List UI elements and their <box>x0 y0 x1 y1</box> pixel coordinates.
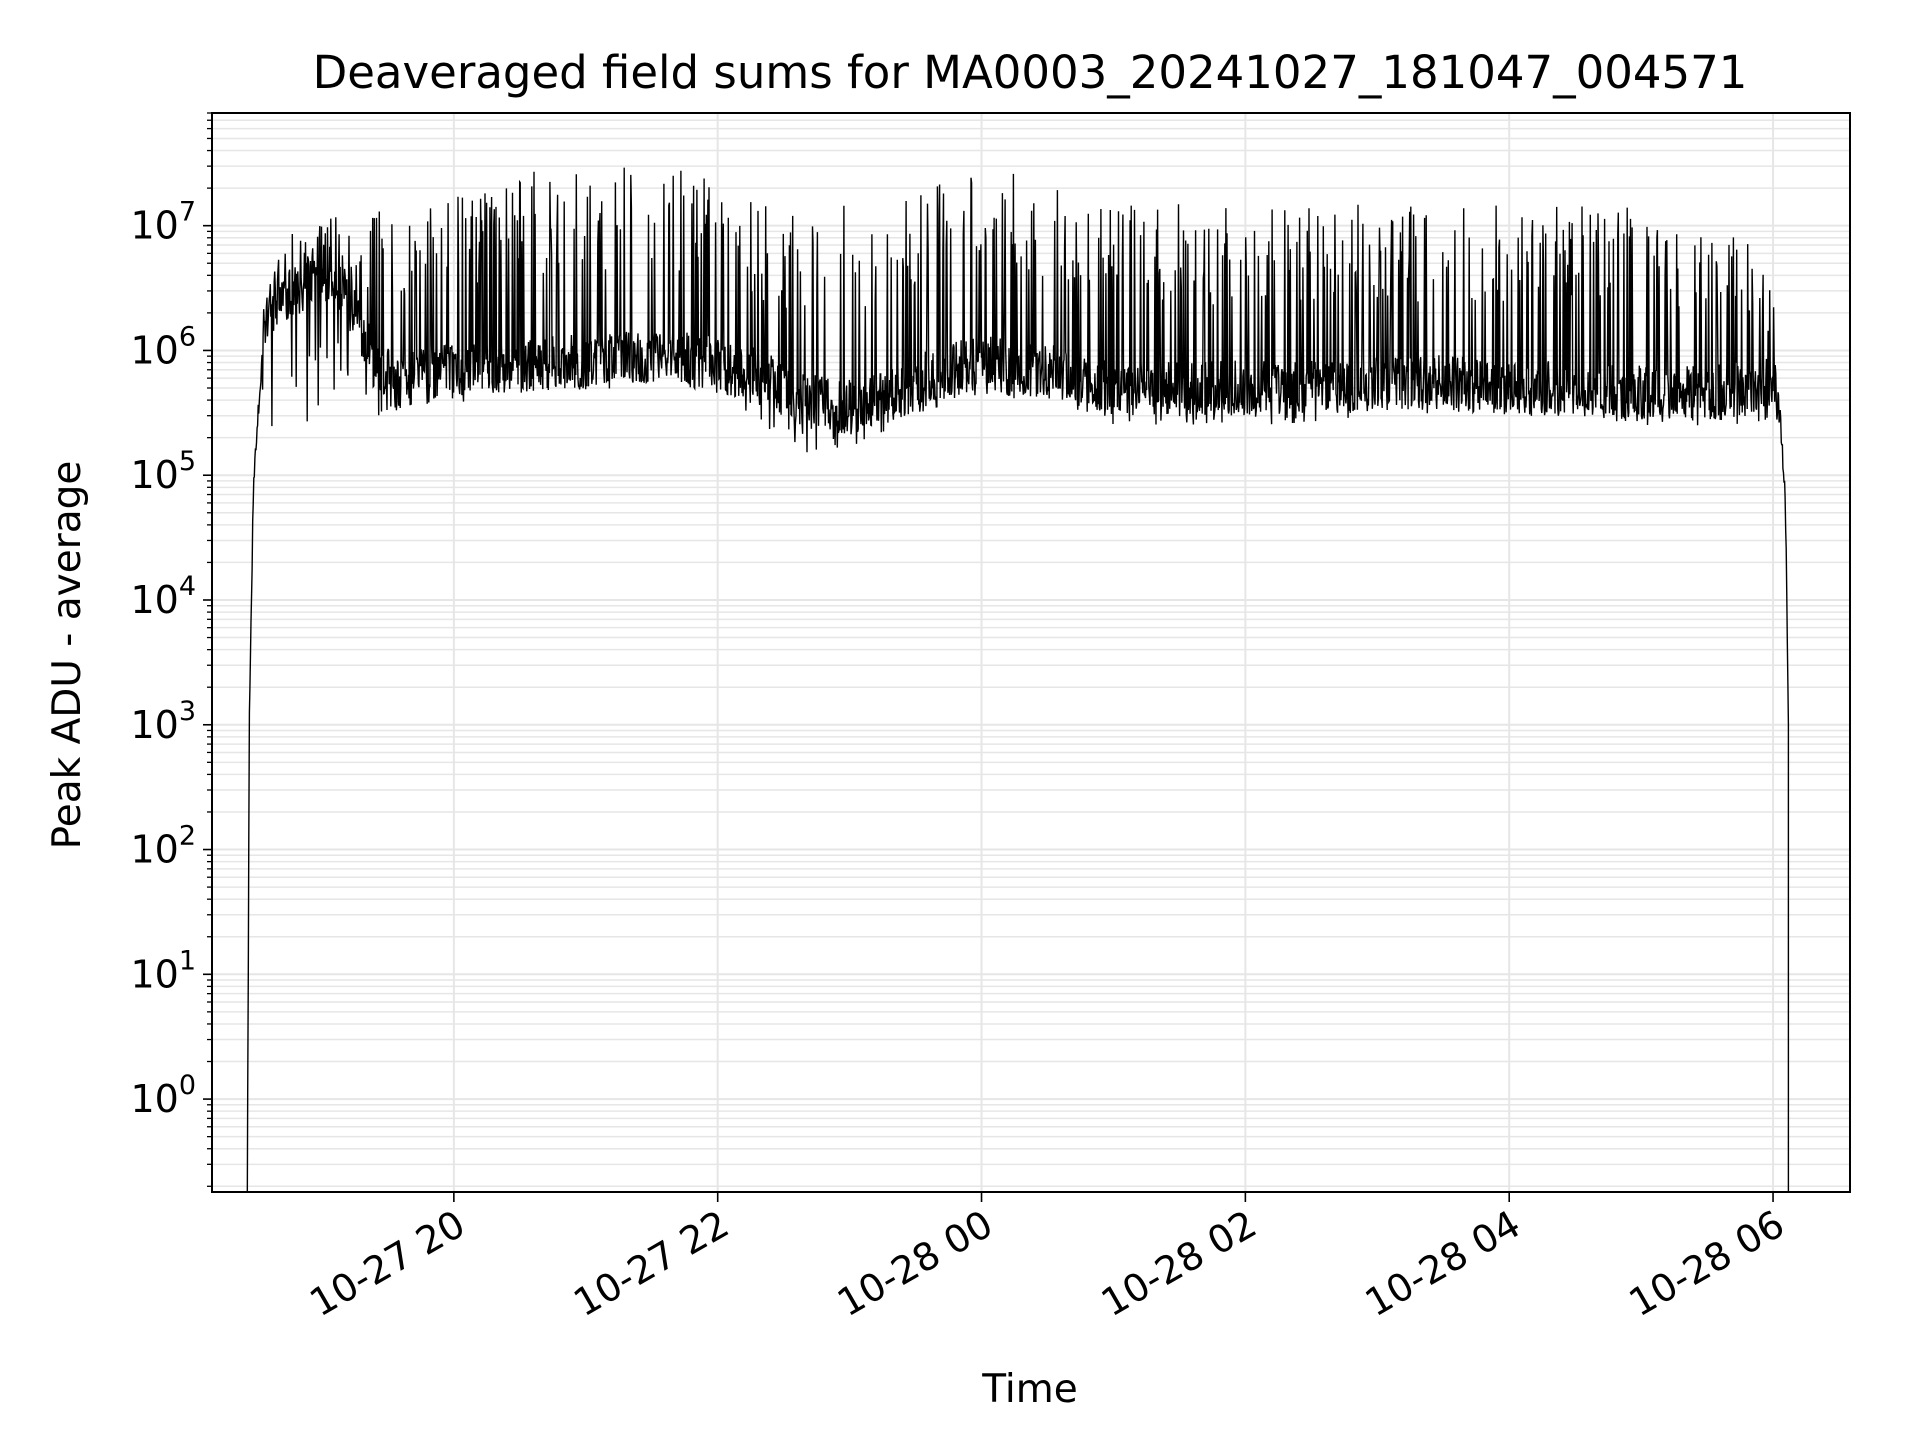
y-tick-label: 106 <box>130 321 196 372</box>
plot-frame <box>211 112 1851 1193</box>
y-axis-ticks: 100 101 102 103 104 105 106 107 <box>130 112 212 1187</box>
chart-title: Deaveraged field sums for MA0003_2024102… <box>313 46 1748 99</box>
y-tick-label: 104 <box>130 571 196 622</box>
y-tick-label: 102 <box>130 821 196 872</box>
y-tick-label: 100 <box>130 1070 196 1121</box>
axes-frame <box>211 112 1851 1193</box>
y-tick-label: 101 <box>130 945 196 996</box>
y-tick-label: 105 <box>130 446 196 497</box>
series-line-layer <box>246 167 1790 1192</box>
y-tick-label: 107 <box>130 197 196 248</box>
y-tick-label: 103 <box>130 696 196 747</box>
series-line <box>246 167 1790 1192</box>
y-axis-label: Peak ADU - average <box>45 461 90 850</box>
x-axis-label: Time <box>981 1367 1077 1412</box>
